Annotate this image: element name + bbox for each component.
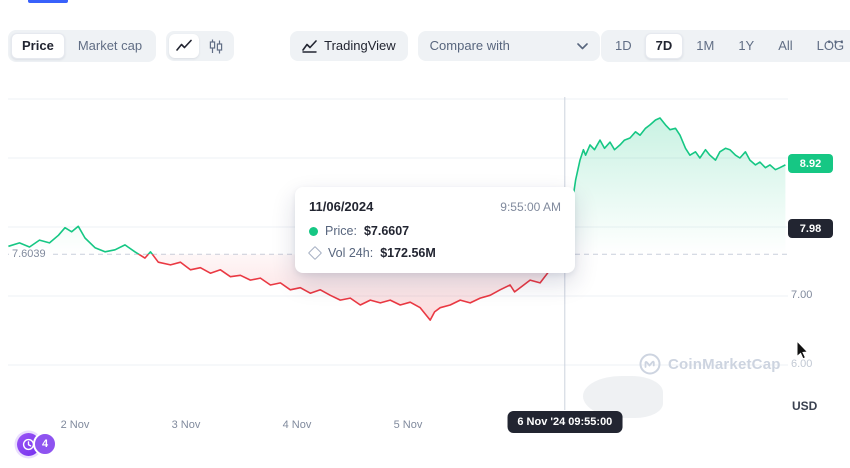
watermark-label: CoinMarketCap: [668, 355, 781, 373]
last-price-badge: 8.92: [788, 154, 833, 173]
currency-unit-label: USD: [792, 399, 818, 413]
coinmarketcap-watermark: CoinMarketCap: [639, 353, 781, 375]
more-options-button[interactable]: ⋯: [820, 32, 850, 54]
tradingview-icon: [302, 39, 317, 53]
tooltip-volume-label: Vol 24h:: [328, 246, 374, 260]
x-axis-tick: 5 Nov: [393, 419, 423, 431]
history-widget: 4: [17, 432, 57, 456]
price-toggle-button[interactable]: Price: [11, 33, 65, 59]
line-chart-icon: [176, 39, 192, 51]
range-1Y-button[interactable]: 1Y: [727, 33, 765, 59]
volume-diamond-icon: [307, 245, 323, 261]
candlestick-icon: [209, 39, 223, 53]
x-axis-tick: 4 Nov: [282, 419, 312, 431]
line-chart-type-button[interactable]: [169, 34, 200, 58]
price-series-dot-icon: [309, 226, 318, 236]
time-range-selector-wrap: 1D 7D 1M 1Y All LOG: [601, 30, 850, 62]
tooltip-time: 9:55:00 AM: [500, 200, 561, 214]
candlestick-chart-type-button[interactable]: [201, 34, 231, 58]
market-cap-toggle-button[interactable]: Market cap: [67, 33, 153, 59]
tradingview-button[interactable]: TradingView: [290, 31, 408, 61]
range-1M-button[interactable]: 1M: [685, 33, 725, 59]
tooltip-volume-value: $172.56M: [380, 246, 436, 260]
tooltip-date: 11/06/2024: [309, 199, 374, 214]
crosshair-time-badge: 6 Nov '24 09:55:00: [507, 411, 623, 433]
chart-tooltip: 11/06/2024 9:55:00 AM Price: $7.6607 Vol…: [295, 187, 575, 273]
y-axis-tick: 7.00: [791, 289, 813, 301]
range-7D-button[interactable]: 7D: [644, 33, 684, 59]
time-range-selector: 1D 7D 1M 1Y All LOG: [601, 30, 850, 62]
notification-count-badge[interactable]: 4: [33, 432, 57, 456]
tooltip-price-label: Price:: [325, 224, 357, 238]
price-marketcap-toggle: Price Market cap: [8, 30, 157, 62]
chevron-down-icon: [576, 42, 588, 49]
baseline-price-label: 7.6039: [9, 248, 49, 260]
tooltip-price-value: $7.6607: [363, 224, 410, 238]
chart-type-toggle: [166, 31, 235, 61]
x-axis-tick: 2 Nov: [60, 419, 90, 431]
compare-with-dropdown[interactable]: Compare with: [417, 31, 600, 61]
active-tab-indicator: [28, 0, 68, 3]
range-LOG-button[interactable]: LOG: [806, 33, 850, 59]
chart-toolbar: Price Market cap TradingView Compare wit…: [8, 30, 600, 62]
compare-with-label: Compare with: [429, 38, 510, 53]
tradingview-label: TradingView: [324, 38, 396, 53]
mouse-cursor: [796, 341, 809, 360]
crosshair-price-badge: 7.98: [788, 219, 833, 238]
range-All-button[interactable]: All: [767, 33, 803, 59]
x-axis-tick: 3 Nov: [171, 419, 201, 431]
range-1D-button[interactable]: 1D: [604, 33, 643, 59]
coinmarketcap-logo-icon: [639, 353, 661, 375]
